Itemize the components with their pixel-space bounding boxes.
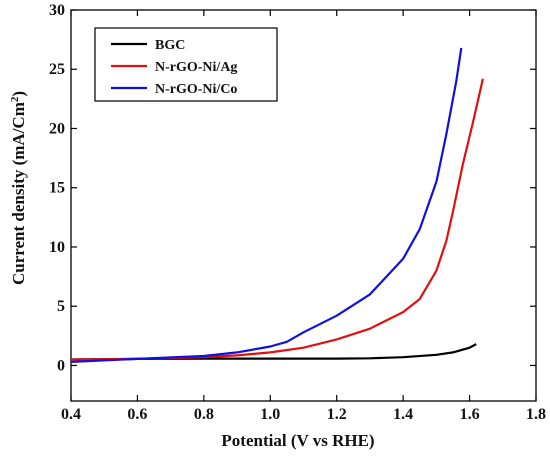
x-tick-label: 0.4 — [61, 406, 81, 423]
y-tick-label: 0 — [57, 357, 65, 374]
y-axis-title: Current density (mA/Cm2) — [9, 91, 28, 285]
x-tick-label: 1.4 — [393, 406, 413, 423]
x-tick-label: 1.8 — [526, 406, 546, 423]
y-tick-label: 20 — [49, 120, 65, 137]
series-layer — [70, 47, 484, 363]
plot-frame — [70, 9, 537, 402]
series-line-1 — [70, 78, 484, 361]
y-tick-label: 25 — [49, 61, 65, 78]
legend-label-1: N-rGO-Ni/Ag — [155, 60, 237, 75]
x-axis-title: Potential (V vs RHE) — [221, 431, 374, 450]
y-tick-label: 10 — [49, 239, 65, 256]
legend: BGC N-rGO-Ni/Ag N-rGO-Ni/Co — [94, 27, 278, 102]
y-tick-label: 30 — [49, 2, 65, 19]
y-axis-title-end: ) — [9, 91, 28, 97]
plot-area — [70, 9, 537, 402]
y-tick-label: 5 — [57, 298, 65, 315]
x-axis-ticks: 0.4 0.6 0.8 1.0 1.2 1.4 1.6 1.8 — [61, 10, 546, 423]
y-axis-title-superscript: 2 — [9, 96, 21, 102]
x-tick-label: 1.0 — [260, 406, 280, 423]
x-tick-label: 1.6 — [460, 406, 480, 423]
legend-label-0: BGC — [155, 38, 185, 53]
y-axis-title-main: Current density (mA/Cm — [9, 102, 28, 285]
x-tick-label: 0.8 — [194, 406, 214, 423]
legend-label-2: N-rGO-Ni/Co — [155, 82, 237, 97]
x-tick-label: 0.6 — [127, 406, 147, 423]
y-axis-ticks: 0 5 10 15 20 25 30 — [49, 2, 536, 374]
series-line-2 — [70, 47, 463, 363]
x-tick-label: 1.2 — [327, 406, 347, 423]
y-tick-label: 15 — [49, 180, 65, 197]
